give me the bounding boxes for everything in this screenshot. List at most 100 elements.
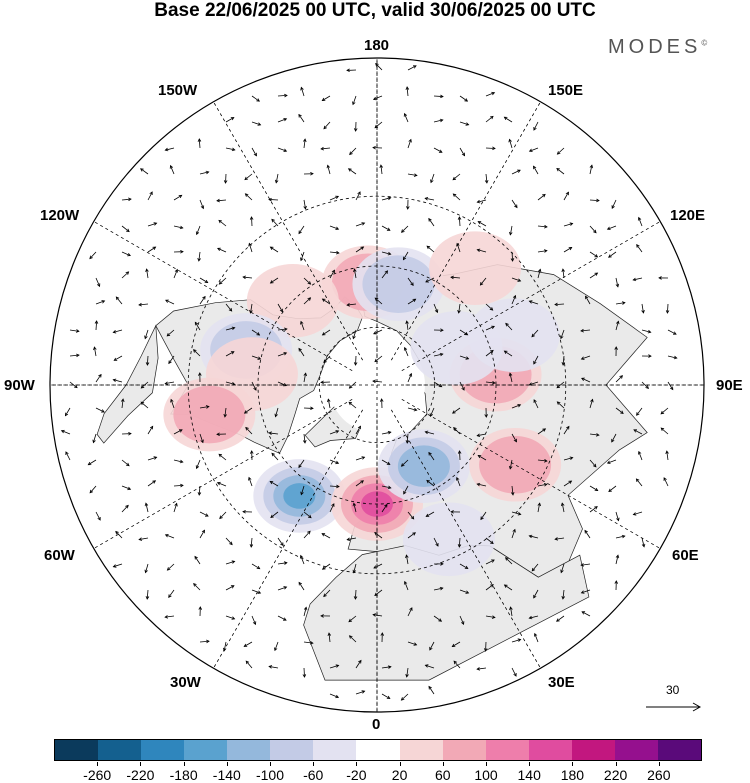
wind-vector xyxy=(509,225,513,235)
wind-vector xyxy=(557,401,565,409)
wind-vector-head xyxy=(205,170,210,175)
wind-vector-head xyxy=(403,112,408,117)
wind-vector xyxy=(244,641,253,647)
wind-vector xyxy=(459,355,469,360)
wind-vector xyxy=(218,220,227,227)
wind-vector xyxy=(562,589,565,599)
wind-vector xyxy=(329,459,339,464)
wind-vector xyxy=(303,373,307,383)
wind-vector-head xyxy=(164,615,169,619)
wind-vector-head xyxy=(440,328,444,332)
wind-vector-head xyxy=(569,456,574,460)
wind-vector xyxy=(509,139,513,149)
wind-vector xyxy=(146,589,149,600)
wind-vector xyxy=(433,537,439,547)
wind-vector-head xyxy=(164,147,169,152)
wind-vector xyxy=(354,269,357,279)
wind-vector-head xyxy=(491,615,496,619)
wind-vector xyxy=(504,116,513,123)
wind-vector xyxy=(323,121,331,129)
wind-vector-head xyxy=(180,250,184,254)
wind-vector xyxy=(355,660,362,669)
wind-vector xyxy=(611,433,617,443)
wind-vector-head xyxy=(452,193,457,197)
lon-label-150e: 150E xyxy=(548,82,584,99)
wind-vector-head xyxy=(483,648,488,652)
wind-vector xyxy=(219,511,227,519)
wind-vector-head xyxy=(257,122,262,126)
wind-vector-head xyxy=(353,362,358,366)
wind-vector-head xyxy=(321,533,326,537)
wind-vector-head xyxy=(194,321,199,326)
wind-vector-head xyxy=(534,632,538,637)
wind-vector xyxy=(355,191,361,201)
wind-vector xyxy=(88,459,97,466)
wind-vector xyxy=(563,247,572,253)
wind-vector-head xyxy=(283,148,288,152)
wind-vector-head xyxy=(321,566,326,570)
wind-vector-head xyxy=(256,332,261,336)
wind-vector xyxy=(407,139,412,149)
wind-vector xyxy=(348,401,357,409)
colorbar-segment xyxy=(485,740,529,760)
wind-vector xyxy=(95,277,100,287)
wind-vector xyxy=(511,277,521,282)
wind-vector-head xyxy=(606,226,611,230)
wind-vector-head xyxy=(614,346,618,350)
wind-vector-head xyxy=(528,148,533,152)
wind-vector xyxy=(303,433,306,443)
negative-anomaly-contour xyxy=(402,502,495,577)
wind-vector xyxy=(667,355,677,359)
colorbar-segment xyxy=(442,740,486,760)
colorbar-segment xyxy=(270,740,314,760)
wind-vector xyxy=(581,355,591,360)
wind-vector-head xyxy=(434,309,439,314)
wind-vector xyxy=(407,298,416,305)
wind-vector xyxy=(145,503,149,513)
wind-vector xyxy=(607,225,617,230)
wind-vector-head xyxy=(320,380,324,385)
wind-vector xyxy=(219,277,227,285)
wind-vector-head xyxy=(464,98,469,102)
wind-vector-head xyxy=(387,196,392,201)
wind-vector xyxy=(95,320,98,331)
wind-vector-head xyxy=(335,664,340,668)
wind-vector-head xyxy=(298,113,302,118)
wind-vector-head xyxy=(425,513,430,517)
wind-vector-head xyxy=(537,502,541,507)
wind-vector-head xyxy=(335,460,340,465)
wind-vector xyxy=(381,251,391,255)
colorbar-segment xyxy=(399,740,443,760)
wind-vector-head xyxy=(298,347,302,352)
wind-vector xyxy=(329,430,339,435)
wind-vector-head xyxy=(335,430,340,434)
wind-vector xyxy=(485,92,495,97)
wind-vector-head xyxy=(632,277,637,282)
wind-vector xyxy=(563,457,573,461)
wind-vector xyxy=(147,456,157,461)
colorbar-tick-label: 220 xyxy=(603,767,628,783)
wind-vector xyxy=(459,147,465,156)
wind-vector xyxy=(433,119,443,123)
wind-vector xyxy=(485,381,495,384)
wind-vector xyxy=(121,198,131,201)
wind-vector xyxy=(381,504,388,513)
wind-vector xyxy=(321,533,331,539)
wind-vector-head xyxy=(74,384,78,389)
colorbar-tick-mark xyxy=(183,762,185,766)
wind-vector xyxy=(533,589,539,599)
wind-vector xyxy=(322,95,331,101)
wind-vector-head xyxy=(465,122,470,126)
wind-vector xyxy=(355,426,361,435)
brand-mark: © xyxy=(701,38,708,48)
wind-vector xyxy=(373,614,383,617)
wind-vector-head xyxy=(94,320,99,324)
wind-vector-head xyxy=(615,283,620,288)
wind-vector-head xyxy=(145,596,150,600)
wind-vector xyxy=(277,381,287,387)
wind-vector xyxy=(198,485,201,495)
wind-vector-head xyxy=(387,251,392,256)
wind-vector-head xyxy=(346,537,351,541)
wind-vector-head xyxy=(665,310,670,314)
colorbar-tick-mark xyxy=(658,762,660,766)
